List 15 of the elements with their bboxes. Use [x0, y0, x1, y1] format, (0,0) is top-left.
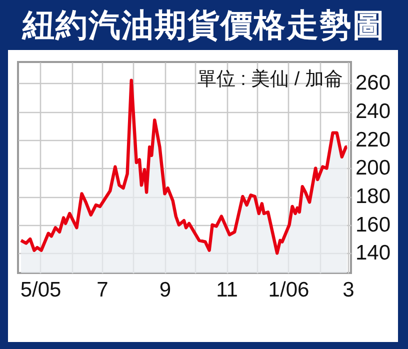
- x-tick-label: 3: [342, 278, 354, 302]
- annotation: 單位 : 美仙 / 加侖: [197, 68, 343, 90]
- y-tick-label: 220: [356, 128, 391, 152]
- x-tick-label: 5/05: [20, 278, 62, 302]
- y-tick-label: 140: [356, 242, 391, 265]
- y-tick-label: 180: [356, 185, 391, 208]
- x-tick-label: 9: [159, 278, 172, 302]
- x-tick-label: 7: [96, 278, 108, 302]
- y-tick-label: 260: [356, 72, 391, 95]
- y-tick-label: 160: [356, 213, 391, 236]
- y-tick-label: 240: [356, 100, 391, 124]
- y-tick-label: 200: [356, 156, 391, 180]
- x-tick-label: 11: [216, 278, 238, 302]
- chart-title: 紐約汽油期貨價格走勢圖: [20, 5, 386, 46]
- x-tick-label: 1/06: [268, 278, 310, 302]
